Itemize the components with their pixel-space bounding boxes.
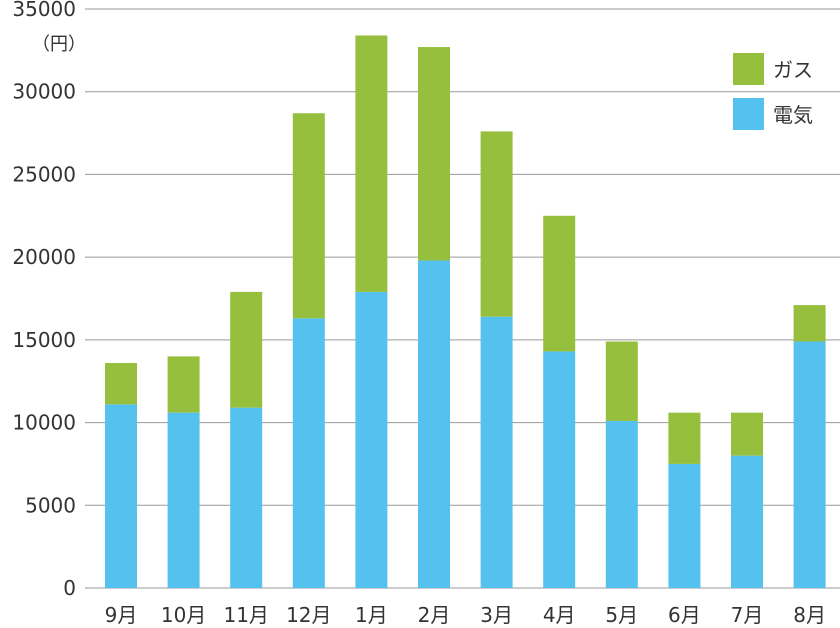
bar-segment-series-1 xyxy=(167,356,200,413)
bar-segment-series-0 xyxy=(167,412,200,588)
y-tick-label: 5000 xyxy=(25,493,76,517)
bar-segment-series-1 xyxy=(793,305,826,342)
legend-label: 電気 xyxy=(773,103,813,127)
gridlines xyxy=(85,8,840,589)
bar-segment-series-1 xyxy=(292,113,325,319)
y-tick-label: 0 xyxy=(63,576,76,600)
legend-swatch xyxy=(733,53,764,85)
x-tick-label: 5月 xyxy=(605,603,638,627)
y-tick-label: 25000 xyxy=(12,162,76,186)
bar-segment-series-1 xyxy=(105,363,137,405)
bar-segment-series-1 xyxy=(418,47,450,261)
x-tick-label: 8月 xyxy=(793,603,826,627)
bar-segment-series-1 xyxy=(731,412,763,456)
y-tick-label: 30000 xyxy=(12,80,76,104)
x-axis-ticks: 9月 10月 11月 12月 1月 2月 3月 4月 5月 6月 7月 8月 xyxy=(105,603,826,627)
bar-segment-series-0 xyxy=(105,404,137,588)
bar-segment-series-1 xyxy=(355,35,388,292)
x-tick-label: 9月 xyxy=(105,603,138,627)
x-tick-label: 4月 xyxy=(543,603,576,627)
bar-segment-series-0 xyxy=(292,318,325,588)
bar-segment-series-0 xyxy=(731,455,763,588)
legend-label: ガス xyxy=(773,58,813,82)
bar-segment-series-1 xyxy=(668,412,701,464)
bar-segment-series-0 xyxy=(355,291,388,588)
bar-segment-series-0 xyxy=(793,341,826,588)
x-tick-label: 7月 xyxy=(731,603,764,627)
y-tick-label: 20000 xyxy=(12,245,76,269)
y-axis-unit-label: （円） xyxy=(32,34,86,55)
y-tick-label: 10000 xyxy=(12,411,76,435)
x-tick-label: 11月 xyxy=(223,603,268,627)
x-tick-label: 3月 xyxy=(480,603,513,627)
bar-segment-series-0 xyxy=(605,420,638,588)
bar-segment-series-0 xyxy=(230,407,263,588)
x-tick-label: 1月 xyxy=(355,603,388,627)
bar-segment-series-0 xyxy=(543,351,576,588)
x-tick-label: 10月 xyxy=(161,603,206,627)
bar-segment-series-0 xyxy=(418,260,450,588)
x-tick-label: 12月 xyxy=(286,603,331,627)
y-tick-label: 35000 xyxy=(12,0,76,21)
bar-segment-series-1 xyxy=(480,131,513,317)
legend-swatch xyxy=(733,98,764,130)
bar-segment-series-0 xyxy=(480,316,513,588)
bars xyxy=(105,35,826,588)
bar-segment-series-1 xyxy=(543,215,576,352)
bar-segment-series-1 xyxy=(230,291,263,408)
bar-segment-series-1 xyxy=(605,341,638,421)
y-axis-ticks: 0 5000 10000 15000 20000 25000 30000 35000 xyxy=(12,0,76,600)
x-tick-label: 2月 xyxy=(418,603,451,627)
bar-segment-series-0 xyxy=(668,463,701,588)
y-tick-label: 15000 xyxy=(12,328,76,352)
x-tick-label: 6月 xyxy=(668,603,701,627)
